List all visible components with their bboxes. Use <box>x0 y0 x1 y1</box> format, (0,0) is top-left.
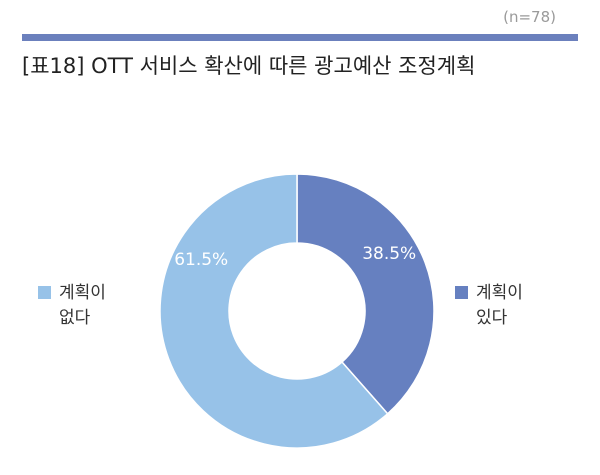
legend-label-no-plan: 계획이 없다 <box>59 283 106 328</box>
value-label-no-plan: 61.5% <box>174 250 228 270</box>
chart-title: [표18] OTT 서비스 확산에 따른 광고예산 조정계획 <box>22 54 476 78</box>
slice-no-plan <box>159 173 389 449</box>
sample-size-label: (n=78) <box>503 8 556 26</box>
legend-item-no-plan: 계획이 없다 <box>38 281 125 331</box>
title-accent-bar <box>22 34 578 41</box>
legend-swatch-has-plan <box>455 286 468 299</box>
donut-slices <box>159 173 435 449</box>
value-label-has-plan: 38.5% <box>362 244 416 264</box>
legend-swatch-no-plan <box>38 286 51 299</box>
donut-value-labels: 38.5% 61.5% <box>174 244 416 270</box>
slice-has-plan <box>296 173 435 415</box>
legend-item-has-plan: 계획이 있다 <box>455 281 542 331</box>
legend-label-has-plan: 계획이 있다 <box>476 283 523 328</box>
